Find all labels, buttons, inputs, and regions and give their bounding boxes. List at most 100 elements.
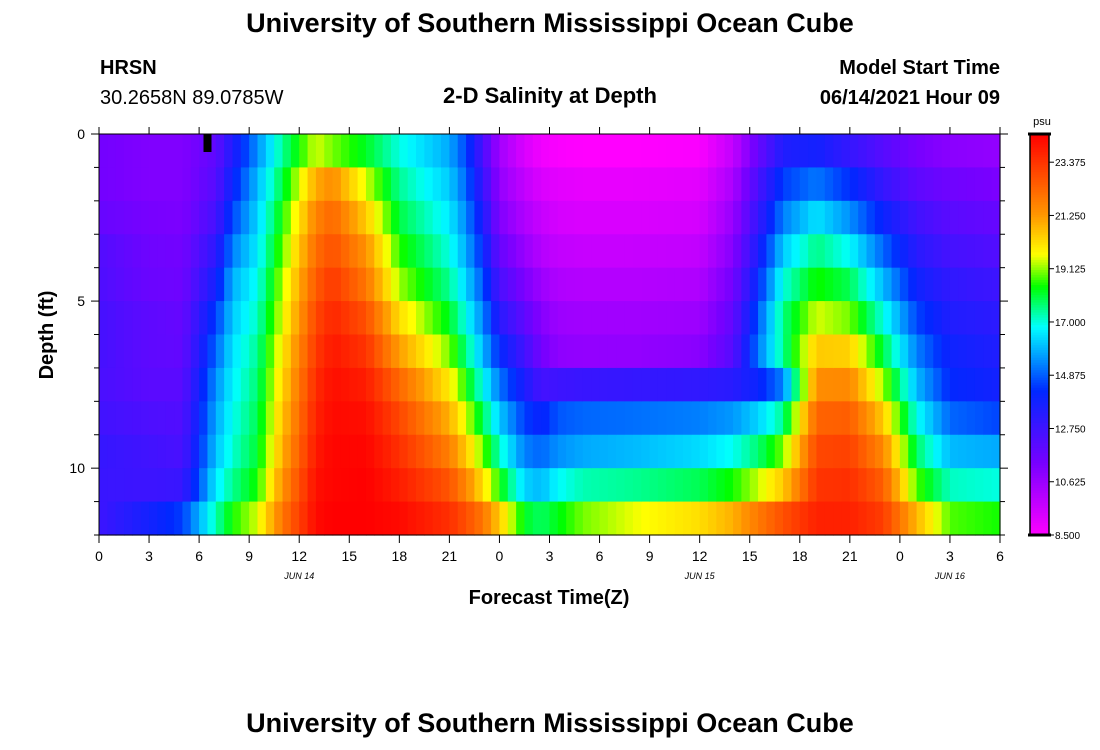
heatmap-cell xyxy=(157,234,167,269)
colorbar-segment xyxy=(1030,251,1049,255)
heatmap-cell xyxy=(849,468,859,503)
colorbar-segment xyxy=(1030,286,1049,290)
heatmap-cell xyxy=(724,301,734,336)
heatmap-cell xyxy=(933,468,943,503)
heatmap-cell xyxy=(99,234,108,269)
heatmap-cell xyxy=(958,267,968,302)
heatmap-cell xyxy=(958,468,968,503)
heatmap-cell xyxy=(382,167,392,202)
heatmap-cell xyxy=(849,200,859,235)
heatmap-cell xyxy=(516,234,526,269)
heatmap-cell xyxy=(708,234,717,269)
heatmap-cell xyxy=(265,234,275,269)
heatmap-cell xyxy=(816,468,826,503)
colorbar-segment xyxy=(1030,402,1049,406)
heatmap-cell xyxy=(390,434,400,469)
heatmap-cell xyxy=(257,200,267,235)
heatmap-cell xyxy=(249,401,259,436)
heatmap-cell xyxy=(507,401,517,436)
colorbar-segment xyxy=(1030,462,1049,466)
colorbar-segment xyxy=(1030,136,1049,140)
heatmap-cell xyxy=(182,134,192,169)
heatmap-cell xyxy=(532,501,542,536)
colorbar-segment xyxy=(1030,479,1049,483)
heatmap-cell xyxy=(482,167,492,202)
heatmap-cell xyxy=(916,434,926,469)
heatmap-cell xyxy=(741,234,751,269)
heatmap-cell xyxy=(841,301,851,336)
colorbar-segment xyxy=(1030,141,1049,145)
heatmap-cell xyxy=(265,267,275,302)
heatmap-cell xyxy=(941,267,951,302)
colorbar-segment xyxy=(1030,527,1049,531)
heatmap-cell xyxy=(215,167,225,202)
heatmap-cell xyxy=(983,234,993,269)
heatmap-cell xyxy=(574,301,584,336)
heatmap-cell xyxy=(708,301,717,336)
heatmap-cell xyxy=(682,501,692,536)
heatmap-cell xyxy=(491,434,501,469)
heatmap-cell xyxy=(899,367,909,402)
heatmap-cell xyxy=(124,200,133,235)
heatmap-cell xyxy=(657,334,667,369)
heatmap-cell xyxy=(349,434,359,469)
heatmap-cell xyxy=(616,367,626,402)
heatmap-cell xyxy=(641,167,651,202)
colorbar-segment xyxy=(1030,134,1049,138)
heatmap-cell xyxy=(816,134,826,169)
colorbar-segment xyxy=(1030,399,1049,403)
x-tick-label: 12 xyxy=(692,548,708,564)
heatmap-cell xyxy=(733,501,742,536)
heatmap-cell xyxy=(199,267,209,302)
heatmap-cell xyxy=(432,301,442,336)
heatmap-cell xyxy=(607,501,617,536)
heatmap-cell xyxy=(449,134,459,169)
heatmap-cell xyxy=(891,267,901,302)
heatmap-cell xyxy=(240,367,250,402)
heatmap-cell xyxy=(599,134,609,169)
heatmap-cell xyxy=(858,267,868,302)
heatmap-cell xyxy=(824,134,834,169)
heatmap-cell xyxy=(232,301,242,336)
colorbar-tick-label: 23.375 xyxy=(1055,158,1086,169)
heatmap-cell xyxy=(783,234,793,269)
heatmap-cell xyxy=(549,334,559,369)
heatmap-cell xyxy=(858,401,868,436)
heatmap-cell xyxy=(974,301,984,336)
heatmap-cell xyxy=(741,167,751,202)
heatmap-cell xyxy=(949,200,959,235)
colorbar-segment xyxy=(1030,417,1049,421)
heatmap-cell xyxy=(708,267,717,302)
heatmap-cell xyxy=(958,367,968,402)
heatmap-cell xyxy=(741,367,751,402)
heatmap-cell xyxy=(874,334,884,369)
heatmap-cell xyxy=(374,334,384,369)
heatmap-cell xyxy=(107,200,117,235)
heatmap-cell xyxy=(424,167,434,202)
heatmap-cell xyxy=(532,301,542,336)
heatmap-cell xyxy=(516,200,526,235)
heatmap-cell xyxy=(774,401,784,436)
heatmap-cell xyxy=(816,334,826,369)
heatmap-cell xyxy=(215,434,225,469)
heatmap-cell xyxy=(365,301,375,336)
heatmap-cell xyxy=(432,468,442,503)
heatmap-cell xyxy=(232,167,242,202)
heatmap-cell xyxy=(541,334,551,369)
heatmap-cell xyxy=(866,401,876,436)
heatmap-cell xyxy=(332,501,342,536)
heatmap-cell xyxy=(974,234,984,269)
heatmap-cell xyxy=(699,468,709,503)
heatmap-cell xyxy=(899,501,909,536)
heatmap-cell xyxy=(340,267,350,302)
heatmap-cell xyxy=(474,134,484,169)
heatmap-cell xyxy=(758,267,767,302)
colorbar-segment xyxy=(1030,359,1049,363)
heatmap-cell xyxy=(741,334,751,369)
heatmap-cell xyxy=(816,267,826,302)
heatmap-cell xyxy=(574,234,584,269)
heatmap-cell xyxy=(340,367,350,402)
heatmap-cell xyxy=(524,401,534,436)
heatmap-cell xyxy=(699,234,709,269)
heatmap-cell xyxy=(382,434,392,469)
